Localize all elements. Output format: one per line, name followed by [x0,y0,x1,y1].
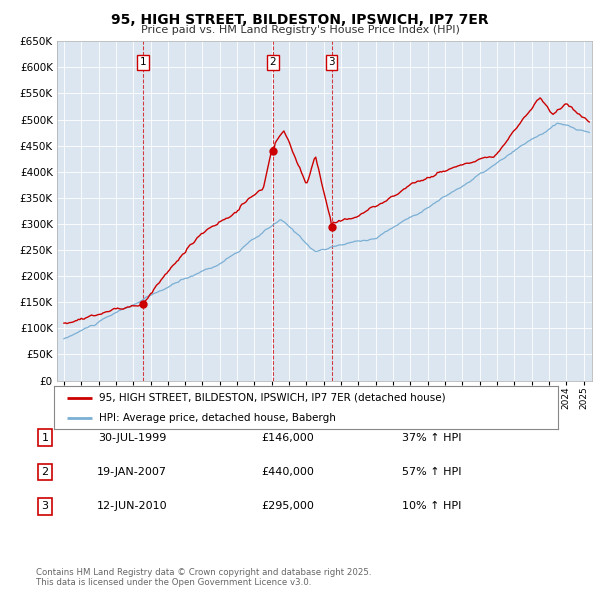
Text: Price paid vs. HM Land Registry's House Price Index (HPI): Price paid vs. HM Land Registry's House … [140,25,460,35]
Text: 30-JUL-1999: 30-JUL-1999 [98,433,166,442]
Text: 57% ↑ HPI: 57% ↑ HPI [402,467,462,477]
Text: 3: 3 [328,57,335,67]
Text: £440,000: £440,000 [262,467,314,477]
Text: 3: 3 [41,502,49,511]
Text: 12-JUN-2010: 12-JUN-2010 [97,502,167,511]
Text: 19-JAN-2007: 19-JAN-2007 [97,467,167,477]
Text: 1: 1 [140,57,146,67]
Text: Contains HM Land Registry data © Crown copyright and database right 2025.
This d: Contains HM Land Registry data © Crown c… [36,568,371,587]
Text: 10% ↑ HPI: 10% ↑ HPI [403,502,461,511]
Text: 2: 2 [269,57,276,67]
Text: 2: 2 [41,467,49,477]
Text: 37% ↑ HPI: 37% ↑ HPI [402,433,462,442]
Text: 95, HIGH STREET, BILDESTON, IPSWICH, IP7 7ER: 95, HIGH STREET, BILDESTON, IPSWICH, IP7… [111,13,489,27]
Text: 95, HIGH STREET, BILDESTON, IPSWICH, IP7 7ER (detached house): 95, HIGH STREET, BILDESTON, IPSWICH, IP7… [100,393,446,403]
Text: 1: 1 [41,433,49,442]
Text: HPI: Average price, detached house, Babergh: HPI: Average price, detached house, Babe… [100,413,336,422]
Text: £146,000: £146,000 [262,433,314,442]
Text: £295,000: £295,000 [262,502,314,511]
